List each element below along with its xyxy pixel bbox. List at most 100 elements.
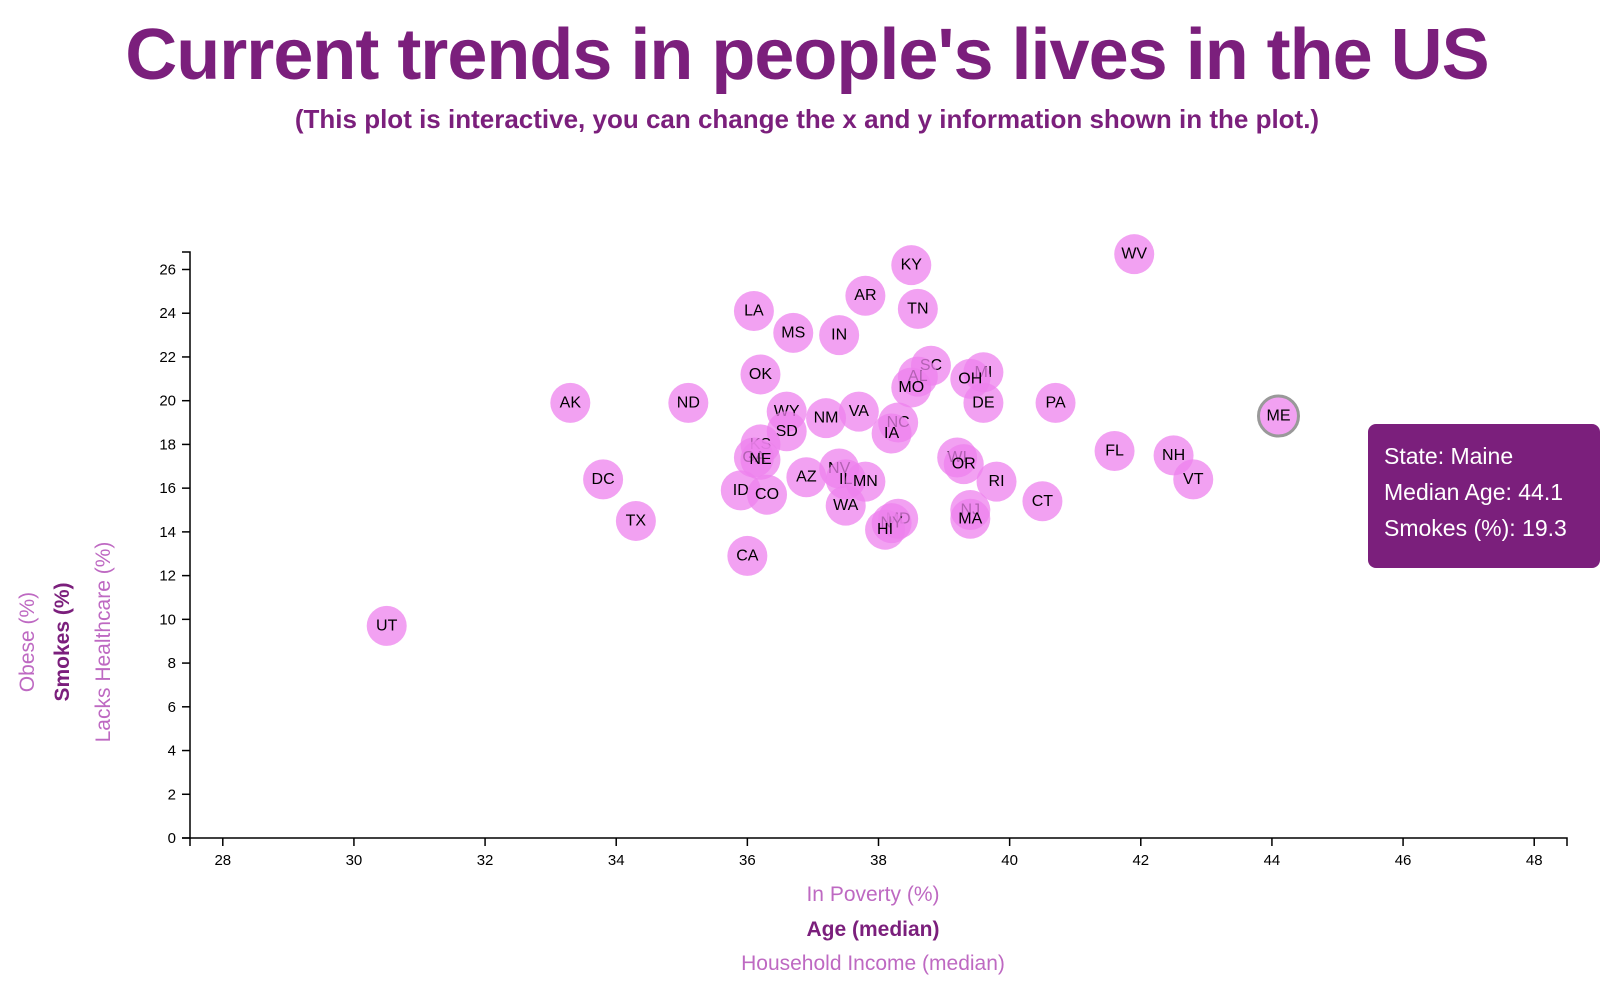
- x-tick: 32: [477, 838, 493, 869]
- state-circle[interactable]: [825, 485, 866, 526]
- state-circle[interactable]: [786, 457, 827, 498]
- x-tick-label: 42: [1132, 852, 1149, 869]
- state-point-ar[interactable]: AR: [845, 275, 886, 316]
- y-axis-label-smokes[interactable]: Smokes (%): [51, 582, 74, 701]
- state-circle[interactable]: [891, 245, 932, 286]
- x-tick-label: 46: [1395, 852, 1412, 869]
- state-point-ia[interactable]: IA: [871, 413, 912, 454]
- y-axis-label-obese[interactable]: Obese (%): [16, 592, 39, 692]
- x-tick: 38: [870, 838, 887, 869]
- page-subtitle: (This plot is interactive, you can chang…: [294, 104, 1320, 134]
- state-point-ok[interactable]: OK: [740, 354, 781, 395]
- y-tick: 22: [159, 349, 190, 366]
- state-point-tn[interactable]: TN: [897, 288, 938, 329]
- state-point-co[interactable]: CO: [747, 474, 788, 515]
- x-tick-label: 44: [1264, 852, 1281, 869]
- tooltip-state: State: Maine: [1384, 443, 1514, 469]
- state-circle[interactable]: [740, 439, 781, 480]
- state-circle[interactable]: [871, 413, 912, 454]
- state-circle[interactable]: [583, 459, 624, 500]
- x-axis-label-age[interactable]: Age (median): [806, 918, 939, 941]
- state-point-tx[interactable]: TX: [615, 500, 656, 541]
- y-axis-label-healthcare[interactable]: Lacks Healthcare (%): [92, 542, 115, 743]
- x-axis-label-poverty[interactable]: In Poverty (%): [806, 883, 939, 906]
- state-circle[interactable]: [806, 398, 847, 439]
- state-circle[interactable]: [943, 444, 984, 485]
- state-circle[interactable]: [1035, 382, 1076, 423]
- state-circle[interactable]: [727, 535, 768, 576]
- state-circle[interactable]: [838, 391, 879, 432]
- state-circle[interactable]: [950, 498, 991, 539]
- tooltip: State: Maine Median Age: 44.1 Smokes (%)…: [1368, 424, 1600, 568]
- state-point-nd[interactable]: ND: [668, 382, 709, 423]
- y-tick-label: 10: [159, 611, 176, 628]
- y-tick: 10: [159, 611, 190, 628]
- state-point-de[interactable]: DE: [963, 382, 1004, 423]
- state-point-ma[interactable]: MA: [950, 498, 991, 539]
- state-circle[interactable]: [1256, 394, 1300, 438]
- state-circle[interactable]: [615, 500, 656, 541]
- state-circle[interactable]: [819, 315, 860, 356]
- state-point-ut[interactable]: UT: [366, 605, 407, 646]
- state-circle[interactable]: [747, 474, 788, 515]
- state-point-me[interactable]: ME: [1256, 394, 1300, 438]
- points-layer: WVKYARTNLAMSINSCMIALOKOHMOAKNDPADEMEWYVA…: [366, 234, 1300, 646]
- state-point-la[interactable]: LA: [733, 291, 774, 332]
- state-point-ms[interactable]: MS: [773, 312, 814, 353]
- state-circle[interactable]: [668, 382, 709, 423]
- state-circle[interactable]: [897, 288, 938, 329]
- x-tick-label: 48: [1526, 852, 1543, 869]
- state-point-ak[interactable]: AK: [550, 382, 591, 423]
- state-circle[interactable]: [865, 509, 906, 550]
- y-tick: 6: [168, 699, 190, 716]
- x-axis-label-income[interactable]: Household Income (median): [741, 952, 1005, 975]
- state-circle[interactable]: [773, 312, 814, 353]
- state-point-fl[interactable]: FL: [1094, 430, 1135, 471]
- state-point-az[interactable]: AZ: [786, 457, 827, 498]
- state-circle[interactable]: [740, 354, 781, 395]
- y-tick: 14: [159, 524, 190, 541]
- axes: 28 30 32 34 36 38 40 42 44 46 48024681012141618202…: [159, 251, 1568, 869]
- y-tick-label: 4: [168, 743, 176, 760]
- state-circle[interactable]: [733, 291, 774, 332]
- y-tick-label: 0: [168, 830, 176, 847]
- x-axis: 28 30 32 34 36 38 40 42 44 46 48: [189, 837, 1568, 869]
- state-point-ca[interactable]: CA: [727, 535, 768, 576]
- x-tick: 36: [739, 838, 756, 869]
- state-point-wv[interactable]: WV: [1114, 234, 1155, 275]
- state-circle[interactable]: [976, 461, 1017, 502]
- state-point-ct[interactable]: CT: [1022, 481, 1063, 522]
- state-point-mo[interactable]: MO: [891, 367, 932, 408]
- y-tick: 16: [159, 480, 190, 497]
- x-tick: 40: [1001, 838, 1018, 869]
- y-tick: 0: [168, 830, 190, 847]
- state-circle[interactable]: [1173, 459, 1214, 500]
- y-tick-label: 18: [159, 436, 176, 453]
- state-circle[interactable]: [550, 382, 591, 423]
- state-circle[interactable]: [963, 382, 1004, 423]
- state-circle[interactable]: [891, 367, 932, 408]
- x-tick: 48: [1526, 838, 1543, 869]
- state-point-hi[interactable]: HI: [865, 509, 906, 550]
- state-circle[interactable]: [1114, 234, 1155, 275]
- y-tick-label: 16: [159, 480, 176, 497]
- state-point-wa[interactable]: WA: [825, 485, 866, 526]
- state-circle[interactable]: [845, 275, 886, 316]
- y-axis-labels: Obese (%) Smokes (%) Lacks Healthcare (%…: [16, 542, 115, 743]
- state-point-ky[interactable]: KY: [891, 245, 932, 286]
- state-circle[interactable]: [1022, 481, 1063, 522]
- x-tick: 28: [214, 838, 231, 869]
- y-tick-label: 20: [159, 393, 176, 410]
- y-tick: 12: [159, 568, 190, 585]
- x-tick-label: 34: [608, 852, 625, 869]
- state-point-nm[interactable]: NM: [806, 398, 847, 439]
- state-circle[interactable]: [1094, 430, 1135, 471]
- state-point-vt[interactable]: VT: [1173, 459, 1214, 500]
- state-point-in[interactable]: IN: [819, 315, 860, 356]
- state-point-dc[interactable]: DC: [583, 459, 624, 500]
- x-tick: 42: [1132, 838, 1149, 869]
- state-point-pa[interactable]: PA: [1035, 382, 1076, 423]
- state-circle[interactable]: [366, 605, 407, 646]
- y-tick: 26: [159, 261, 190, 278]
